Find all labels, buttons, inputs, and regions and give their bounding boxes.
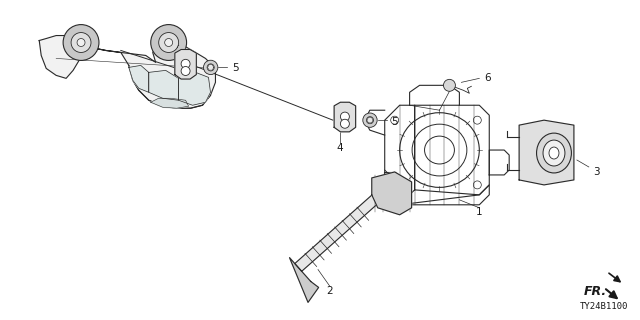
Ellipse shape	[543, 140, 565, 166]
Ellipse shape	[549, 147, 559, 159]
Polygon shape	[334, 102, 356, 132]
Text: 6: 6	[484, 73, 491, 83]
Circle shape	[340, 119, 349, 128]
Text: FR.: FR.	[584, 285, 607, 298]
Circle shape	[63, 25, 99, 60]
Polygon shape	[148, 70, 179, 100]
Text: 5: 5	[232, 63, 239, 73]
Circle shape	[151, 25, 187, 60]
Polygon shape	[151, 98, 189, 108]
Circle shape	[181, 59, 190, 68]
Polygon shape	[175, 50, 196, 79]
Text: 4: 4	[172, 41, 179, 51]
Circle shape	[164, 38, 173, 46]
Circle shape	[366, 116, 374, 124]
Ellipse shape	[536, 133, 572, 173]
Circle shape	[77, 38, 85, 46]
Text: 1: 1	[476, 207, 483, 217]
Polygon shape	[295, 184, 391, 271]
Text: 2: 2	[326, 286, 333, 296]
Polygon shape	[129, 65, 148, 92]
Polygon shape	[519, 120, 574, 185]
Text: 5: 5	[392, 117, 398, 127]
Polygon shape	[39, 36, 216, 108]
Circle shape	[363, 113, 377, 127]
Circle shape	[71, 33, 91, 52]
Circle shape	[444, 79, 456, 91]
Circle shape	[340, 112, 349, 121]
Text: TY24B1100: TY24B1100	[580, 302, 628, 311]
Circle shape	[204, 60, 218, 75]
Polygon shape	[289, 258, 319, 302]
Text: 3: 3	[593, 167, 600, 177]
Polygon shape	[372, 172, 412, 215]
Circle shape	[207, 64, 214, 71]
Circle shape	[159, 33, 179, 52]
Circle shape	[181, 67, 190, 76]
Polygon shape	[179, 72, 211, 105]
Text: 4: 4	[337, 143, 343, 153]
